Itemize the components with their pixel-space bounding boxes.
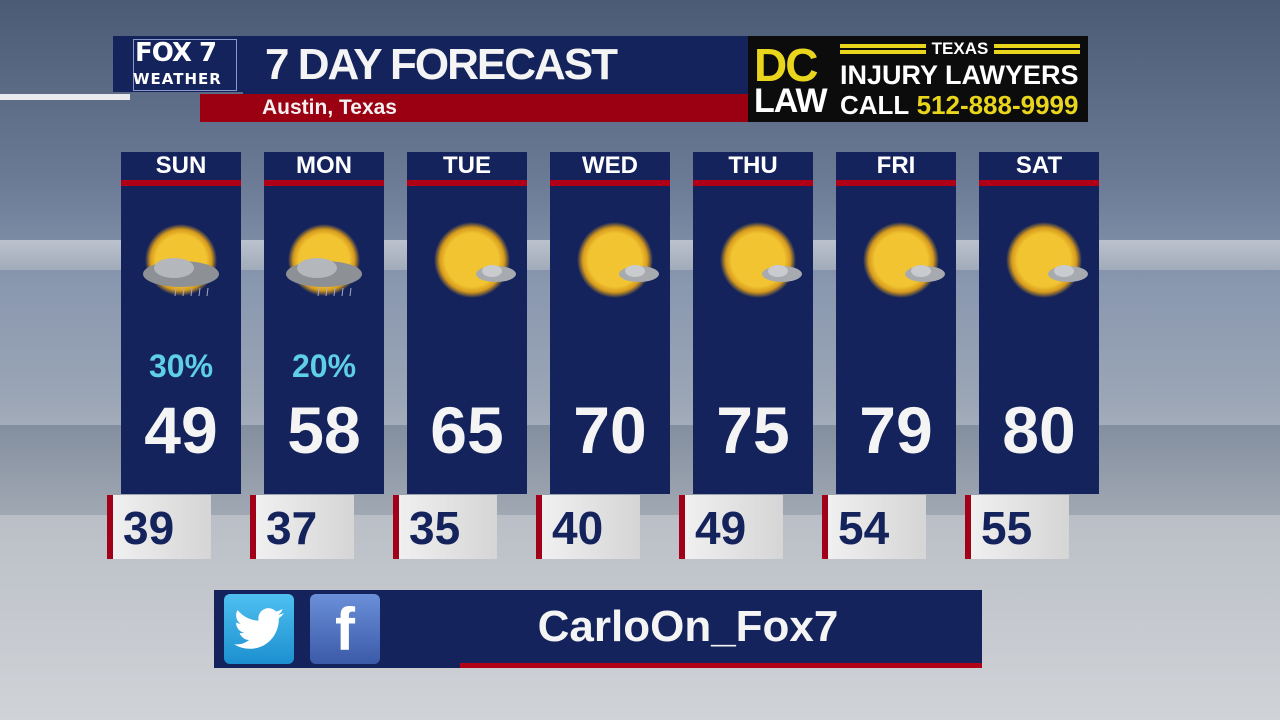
forecast-day-tue: TUE 65 (407, 152, 527, 494)
mostly-sunny-icon (1006, 222, 1088, 298)
title-bar: 7 DAY FORECAST (243, 36, 748, 94)
day-label: WED (582, 152, 638, 179)
day-label: FRI (876, 152, 916, 179)
social-bar: f CarloOn_Fox7 (214, 590, 982, 668)
fox7-weather-logo: FOX 7 WEATHER (113, 36, 243, 92)
facebook-icon: f (310, 594, 380, 664)
day-label: MON (296, 152, 352, 179)
partly-cloudy-rain-icon (143, 224, 219, 297)
sponsor-ad: DC LAW TEXAS INJURY LAWYERS CALL 512-888… (748, 36, 1088, 122)
high-temp: 75 (716, 393, 790, 467)
day-label: SAT (1015, 152, 1063, 179)
precip-chance: 20% (291, 348, 357, 384)
day-label: THU (728, 152, 778, 179)
low-temp-box: 49 (679, 495, 783, 559)
low-temp: 54 (838, 502, 890, 554)
social-handle: CarloOn_Fox7 (537, 602, 839, 651)
forecast-day-thu: THU 75 (693, 152, 813, 494)
forecast-day-wed: WED 70 (550, 152, 670, 494)
mostly-sunny-icon (577, 222, 659, 298)
high-temp: 65 (430, 393, 504, 467)
low-temp: 35 (409, 502, 461, 554)
location-bar: Austin, Texas (200, 94, 748, 122)
forecast-day-fri: FRI 79 (836, 152, 956, 494)
precip-chance: 30% (148, 348, 214, 384)
low-temp-box: 55 (965, 495, 1069, 559)
twitter-icon (224, 594, 294, 664)
low-temp-box: 35 (393, 495, 497, 559)
high-temp: 70 (573, 393, 647, 467)
low-temp: 49 (695, 502, 747, 554)
low-temp: 37 (266, 502, 318, 554)
day-label: TUE (443, 152, 491, 179)
low-temp: 40 (552, 502, 604, 554)
high-temp: 58 (287, 393, 361, 467)
forecast-day-sun: SUN 30% 49 (121, 152, 241, 494)
mostly-sunny-icon (863, 222, 945, 298)
location: Austin, Texas (262, 96, 397, 119)
high-temp: 80 (1002, 393, 1076, 467)
low-temp-box: 37 (250, 495, 354, 559)
high-temp: 49 (144, 393, 218, 467)
low-temp-box: 54 (822, 495, 926, 559)
mostly-sunny-icon (720, 222, 802, 298)
low-temp: 55 (981, 502, 1033, 554)
day-label: SUN (155, 152, 207, 179)
low-temp: 39 (123, 502, 175, 554)
forecast-day-sat: SAT 80 (979, 152, 1099, 494)
low-temp-box: 39 (107, 495, 211, 559)
forecast-day-mon: MON 20% 58 (264, 152, 384, 494)
divider (0, 94, 130, 100)
high-temp: 79 (859, 393, 933, 467)
page-title: 7 DAY FORECAST (265, 40, 618, 89)
partly-cloudy-rain-icon (286, 224, 362, 297)
low-temp-box: 40 (536, 495, 640, 559)
mostly-sunny-icon (434, 222, 516, 298)
